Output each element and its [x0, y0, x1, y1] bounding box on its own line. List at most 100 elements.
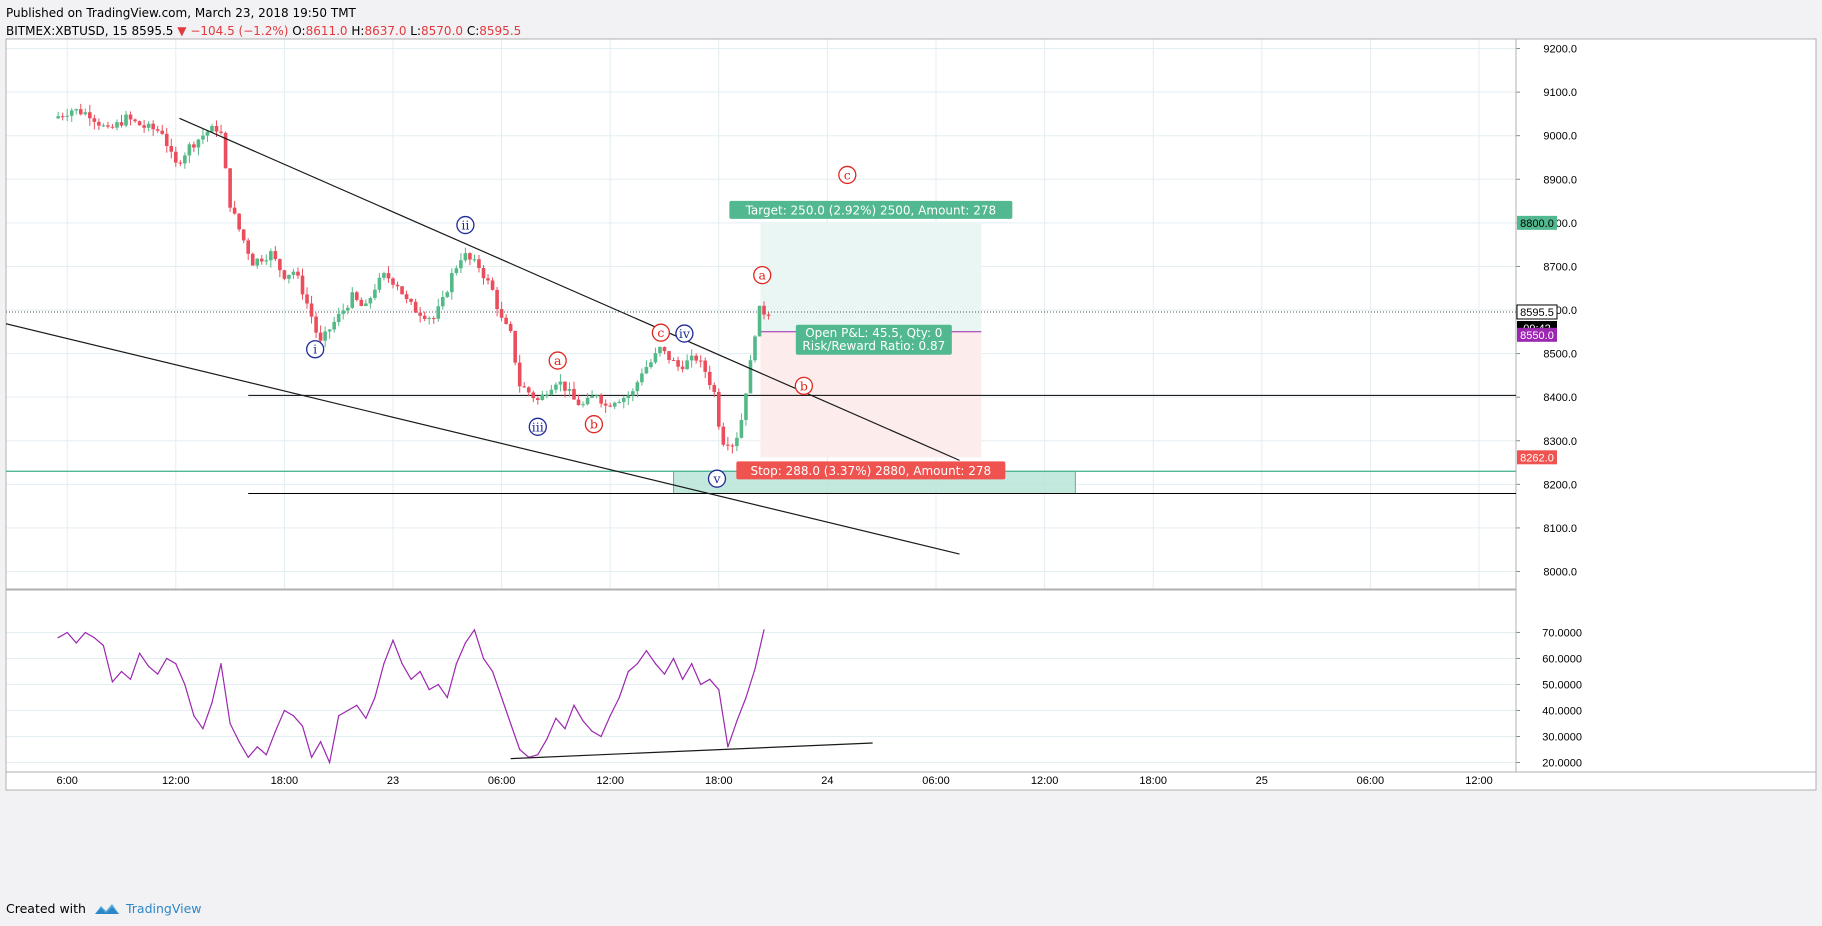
candle[interactable] [504, 317, 508, 324]
candle[interactable] [278, 259, 282, 271]
candle[interactable] [323, 331, 327, 341]
candle[interactable] [169, 145, 174, 152]
wave-label-circle[interactable] [753, 266, 772, 285]
candle[interactable] [463, 253, 468, 261]
candle[interactable] [291, 271, 296, 275]
candle[interactable] [142, 125, 146, 128]
candle[interactable] [56, 116, 60, 119]
candle[interactable] [513, 330, 517, 363]
candle[interactable] [259, 258, 264, 262]
candle[interactable] [757, 305, 762, 337]
candle[interactable] [631, 391, 635, 396]
wave-label-circle[interactable] [306, 340, 325, 359]
candle[interactable] [255, 258, 260, 266]
candle[interactable] [164, 133, 169, 146]
candle[interactable] [486, 278, 490, 281]
candle[interactable] [766, 314, 771, 316]
rsi-panel[interactable]: 20.0000 30.0000 40.0000 50.0000 60.0000 70.00… [5, 589, 1582, 773]
candle[interactable] [332, 321, 336, 330]
wave-label-circle[interactable] [456, 215, 475, 235]
candle[interactable] [350, 292, 355, 308]
wave-label-circle[interactable] [794, 376, 814, 395]
candle[interactable] [69, 110, 74, 116]
candle[interactable] [368, 298, 373, 304]
candle[interactable] [698, 360, 703, 362]
candle[interactable] [481, 268, 486, 279]
candle[interactable] [689, 355, 694, 361]
stop-label[interactable] [736, 461, 1006, 480]
candle[interactable] [196, 139, 201, 148]
candle[interactable] [667, 351, 671, 361]
candle[interactable] [214, 125, 219, 132]
candle[interactable] [106, 125, 110, 127]
candle[interactable] [431, 318, 436, 320]
candle[interactable] [110, 126, 115, 128]
candle[interactable] [74, 109, 79, 111]
candle[interactable] [395, 284, 400, 287]
candle[interactable] [160, 130, 165, 134]
candle[interactable] [336, 313, 341, 322]
candle[interactable] [174, 151, 178, 163]
candle[interactable] [427, 318, 431, 320]
time-axis-bg[interactable] [6, 772, 1516, 790]
candle[interactable] [495, 289, 499, 310]
tradingview-link[interactable]: TradingView [125, 901, 202, 916]
candle[interactable] [223, 132, 228, 169]
candle[interactable] [735, 437, 739, 447]
candle[interactable] [522, 386, 527, 388]
candle[interactable] [549, 389, 554, 395]
candle[interactable] [472, 259, 477, 261]
candle[interactable] [572, 388, 576, 400]
trendline[interactable] [0, 284, 960, 555]
candle[interactable] [178, 162, 183, 164]
candle[interactable] [391, 278, 395, 285]
candle[interactable] [721, 426, 726, 445]
rsi-trendline[interactable] [510, 742, 873, 760]
candle[interactable] [192, 144, 196, 148]
candle[interactable] [314, 316, 318, 333]
stop-price-badge[interactable] [1517, 450, 1557, 465]
candle[interactable] [309, 303, 314, 317]
candle[interactable] [459, 260, 463, 269]
candle[interactable] [155, 129, 160, 131]
candle[interactable] [65, 115, 69, 117]
candle[interactable] [101, 125, 106, 127]
candle[interactable] [219, 131, 223, 133]
pnl-label[interactable] [795, 324, 952, 355]
candle[interactable] [676, 360, 680, 367]
candle[interactable] [490, 280, 495, 290]
price-plot-area[interactable]: 0.618(8404.2)1(8179.0)8230iiiiiiivvabcab… [0, 103, 1656, 555]
candle[interactable] [450, 273, 454, 293]
candle[interactable] [440, 297, 445, 307]
candle[interactable] [536, 398, 540, 401]
candle[interactable] [282, 270, 287, 279]
candle[interactable] [151, 123, 155, 130]
wave-label-circle[interactable] [838, 165, 857, 185]
current-price-badge[interactable] [1517, 304, 1557, 319]
candle[interactable] [517, 362, 522, 387]
candle[interactable] [400, 286, 404, 295]
candle[interactable] [454, 268, 459, 274]
candle[interactable] [563, 381, 567, 391]
candle[interactable] [422, 315, 427, 319]
candle[interactable] [744, 393, 748, 420]
candle[interactable] [685, 360, 689, 370]
candle[interactable] [581, 404, 585, 406]
candle[interactable] [327, 329, 332, 332]
candle[interactable] [287, 274, 291, 279]
candle[interactable] [558, 381, 563, 385]
candle[interactable] [499, 309, 504, 318]
candle[interactable] [671, 360, 676, 362]
candle[interactable] [612, 402, 617, 407]
candle[interactable] [653, 353, 658, 363]
candle[interactable] [608, 405, 612, 407]
candles[interactable] [56, 103, 771, 454]
candle[interactable] [418, 312, 422, 316]
candle[interactable] [477, 259, 481, 269]
candle[interactable] [83, 112, 88, 115]
candle[interactable] [635, 382, 640, 392]
candle[interactable] [649, 362, 653, 368]
wave-label-circle[interactable] [548, 351, 567, 370]
wave-label-circle[interactable] [528, 417, 547, 436]
